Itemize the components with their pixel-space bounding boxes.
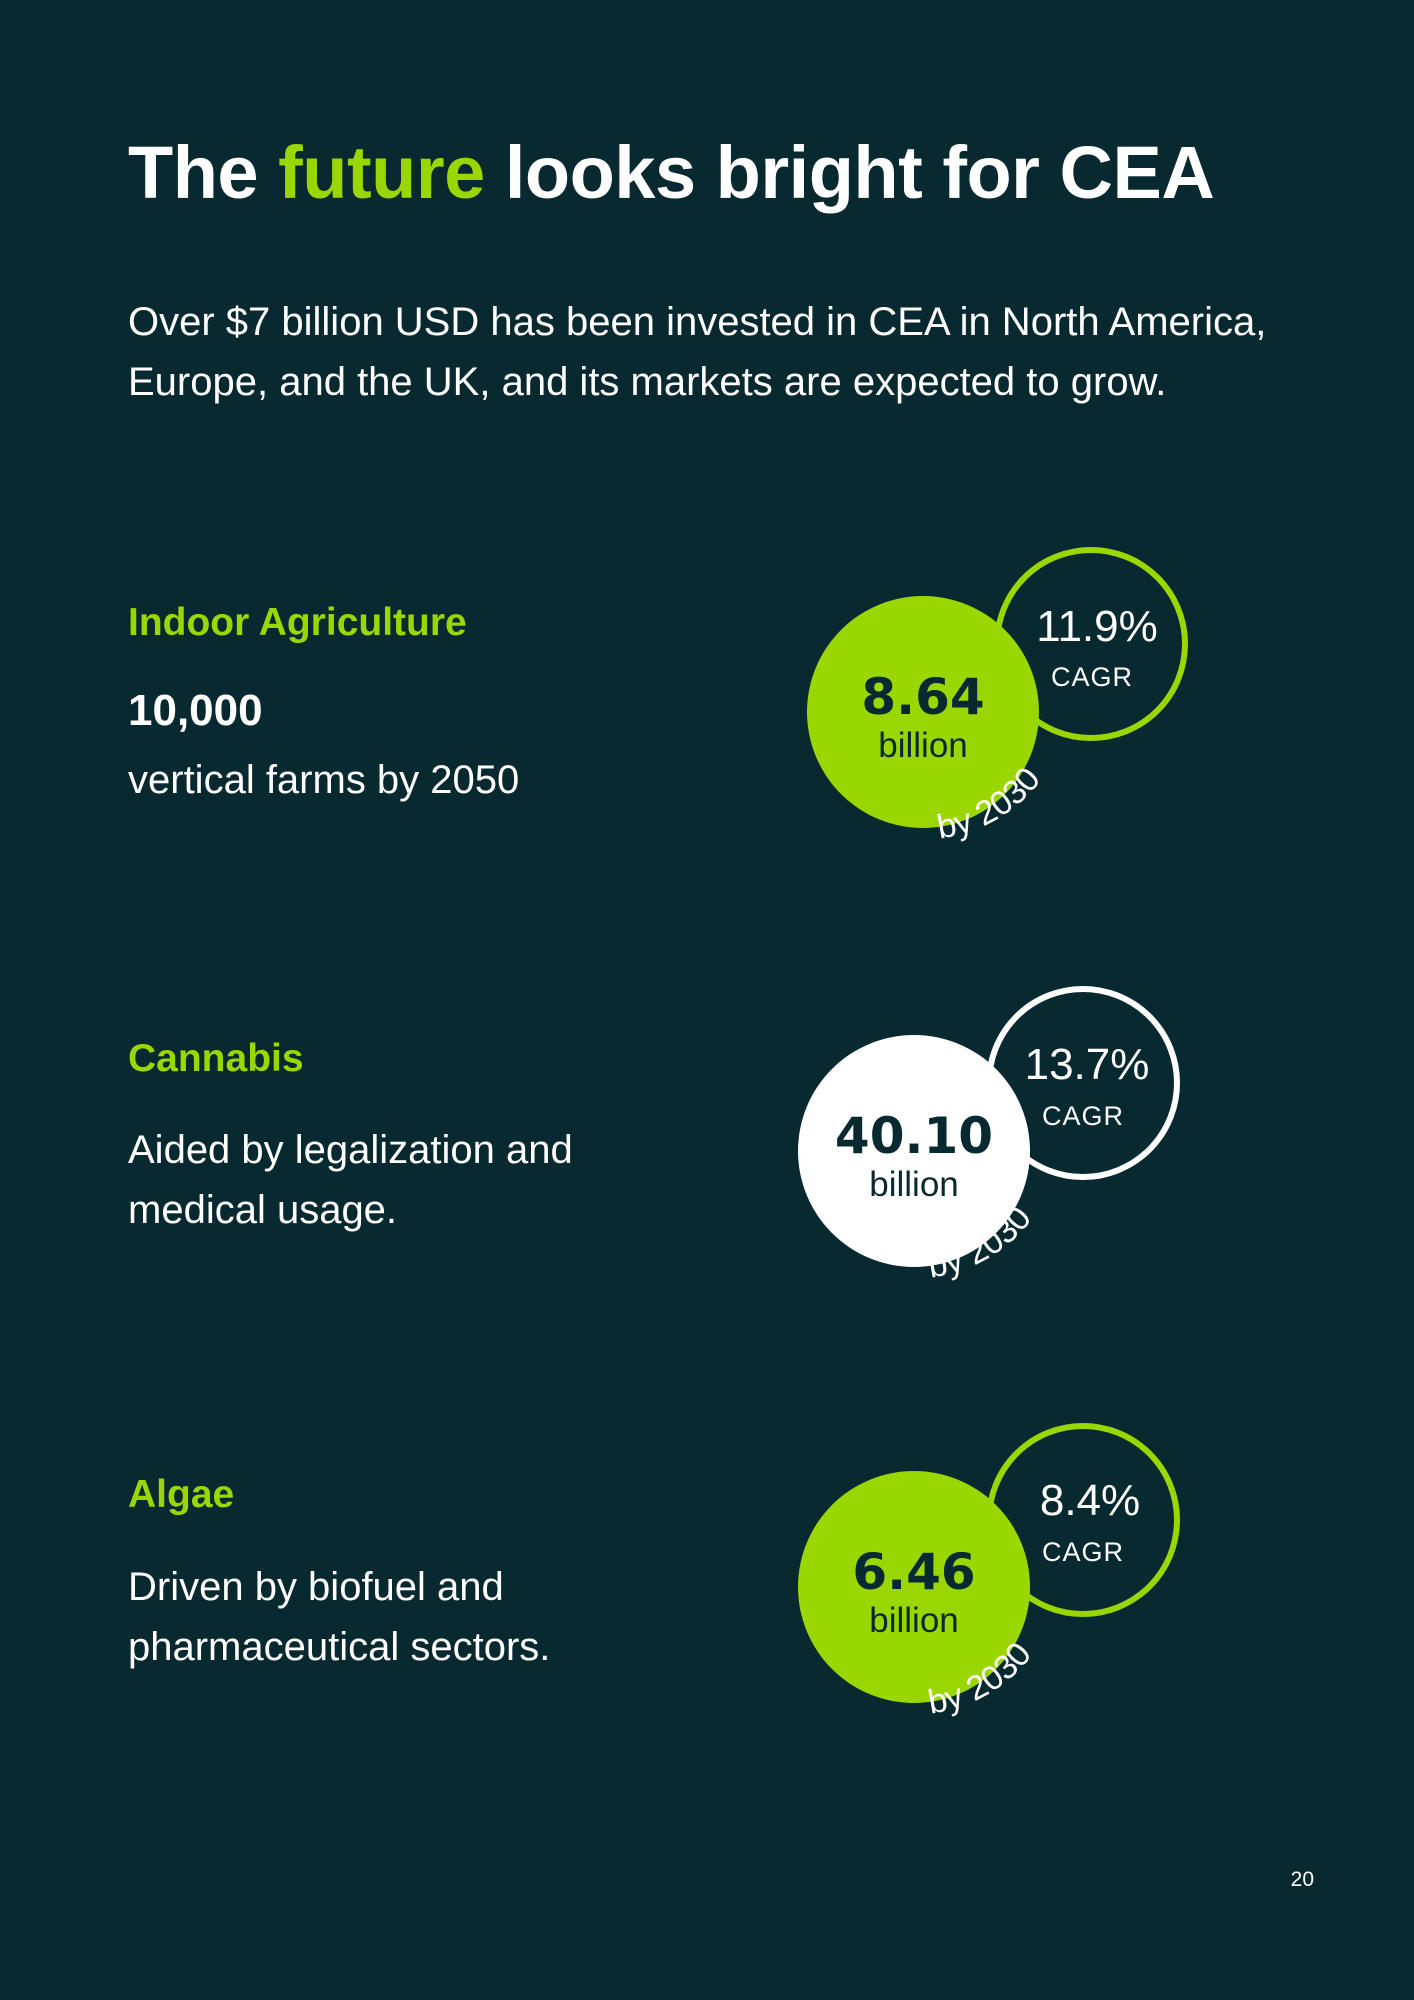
- market-unit: billion: [878, 726, 968, 765]
- stat-vertical-farms: 10,000: [128, 686, 263, 735]
- cagr-value: 8.4%: [1040, 1476, 1140, 1525]
- cagr-label: CAGR: [1051, 662, 1133, 692]
- market-value: 6.46: [852, 1543, 975, 1601]
- section-title-cannabis: Cannabis: [128, 1037, 304, 1080]
- section-description-algae: Driven by biofuel and pharmaceutical sec…: [128, 1565, 551, 1669]
- market-value-disc: [798, 1471, 1030, 1703]
- section-description-cannabis: Aided by legalization and medical usage.: [128, 1128, 573, 1232]
- market-value: 40.10: [835, 1107, 993, 1165]
- market-unit: billion: [869, 1165, 959, 1204]
- title-after: looks bright for CEA: [484, 131, 1215, 214]
- page-title: The future looks bright for CEA: [128, 128, 1215, 218]
- title-highlight: future: [278, 131, 485, 214]
- market-value-disc: [807, 596, 1039, 828]
- cagr-label: CAGR: [1042, 1101, 1124, 1131]
- market-value-disc: [798, 1035, 1030, 1267]
- section-title-algae: Algae: [128, 1473, 235, 1516]
- market-badge-cannabis: 40.10 billion 13.7% CAGR by 2030: [798, 986, 1180, 1286]
- page-number: 20: [1290, 1868, 1314, 1891]
- section-title-indoor-agriculture: Indoor Agriculture: [128, 601, 467, 644]
- title-before: The: [128, 131, 279, 214]
- market-badge-algae: 6.46 billion 8.4% CAGR by 2030: [798, 1423, 1180, 1722]
- market-value: 8.64: [861, 668, 984, 726]
- cagr-label: CAGR: [1042, 1537, 1124, 1567]
- cagr-value: 11.9%: [1036, 602, 1158, 651]
- intro-paragraph: Over $7 billion USD has been invested in…: [128, 300, 1267, 404]
- market-badge-indoor-agriculture: 8.64 billion 11.9% CAGR by 2030: [807, 547, 1188, 847]
- cagr-value: 13.7%: [1025, 1040, 1150, 1089]
- market-unit: billion: [869, 1601, 959, 1640]
- section-description-indoor-agriculture: vertical farms by 2050: [128, 758, 520, 802]
